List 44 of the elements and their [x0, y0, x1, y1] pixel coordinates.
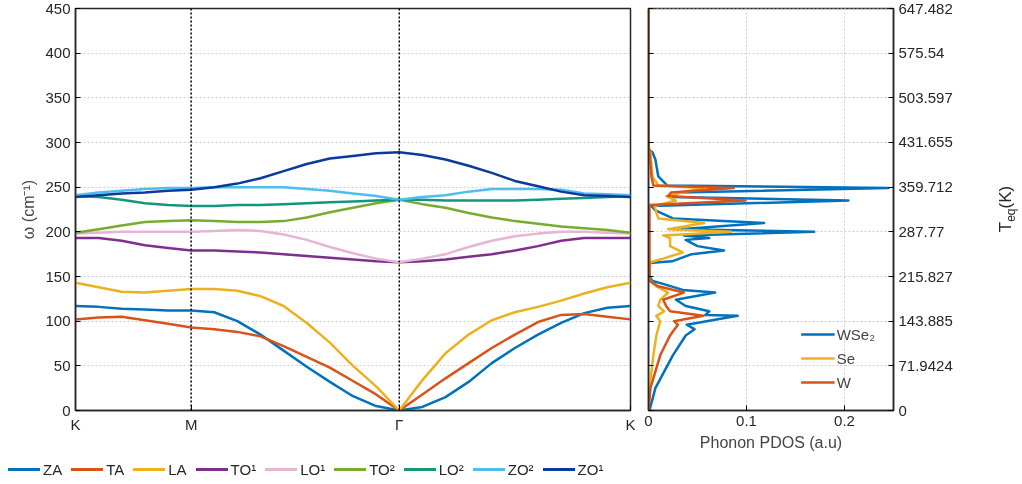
- y-tick-label: 400: [45, 44, 71, 62]
- y-tick-label: 300: [45, 133, 71, 151]
- y2-tick-label: 647.482: [898, 0, 953, 17]
- y-tick-label: 350: [45, 88, 71, 106]
- y2-tick-label: 287.77: [898, 222, 945, 240]
- x-tick-label: 0.2: [834, 411, 855, 429]
- legend-label: TO²: [368, 459, 395, 480]
- y-tick-label: 100: [45, 312, 71, 330]
- y2-tick-label: 575.54: [898, 44, 945, 62]
- y2-tick-label: 431.655: [898, 133, 953, 151]
- line-series: [75, 198, 631, 234]
- y-tick-label: 50: [53, 356, 71, 374]
- x-tick-label: Γ: [395, 415, 404, 433]
- y2-tick-label: 359.712: [898, 178, 953, 196]
- x-tick-label: K: [70, 415, 81, 433]
- x-axis-title: Phonon PDOS (a.u): [699, 433, 843, 451]
- y2-tick-label: 143.885: [898, 312, 953, 330]
- legend-label: ZO²: [506, 459, 534, 480]
- legend-label: LA: [167, 459, 187, 480]
- legend-label: LO¹: [299, 459, 326, 480]
- legend-label: ZO¹: [576, 459, 604, 480]
- line-series: [75, 151, 631, 199]
- x-tick-label: 0: [644, 411, 653, 429]
- y-tick-label: 450: [45, 0, 71, 17]
- legend-label: Se: [836, 349, 857, 367]
- y-tick-label: 150: [45, 267, 71, 285]
- legend-label: TO¹: [229, 459, 257, 480]
- line-series: [75, 228, 631, 264]
- legend-label: LO²: [437, 459, 464, 480]
- legend-label: ZA: [42, 459, 63, 480]
- legend-label: TA: [105, 459, 125, 480]
- y2-tick-label: 71.9424: [898, 356, 953, 374]
- x-tick-label: 0.1: [736, 411, 757, 429]
- line-series: [75, 185, 631, 201]
- x-tick-label: M: [184, 415, 198, 433]
- x-tick-label: K: [625, 415, 636, 433]
- y2-tick-label: 215.827: [898, 267, 953, 285]
- legend-label: W: [836, 373, 852, 391]
- y2-tick-label: 503.597: [898, 88, 953, 106]
- y-tick-label: 250: [45, 178, 71, 196]
- y-axis-title: ω (cm⁻¹): [20, 179, 38, 240]
- legend-label: WSe₂: [836, 325, 875, 343]
- y-tick-label: 200: [45, 222, 71, 240]
- line-series: [75, 236, 631, 264]
